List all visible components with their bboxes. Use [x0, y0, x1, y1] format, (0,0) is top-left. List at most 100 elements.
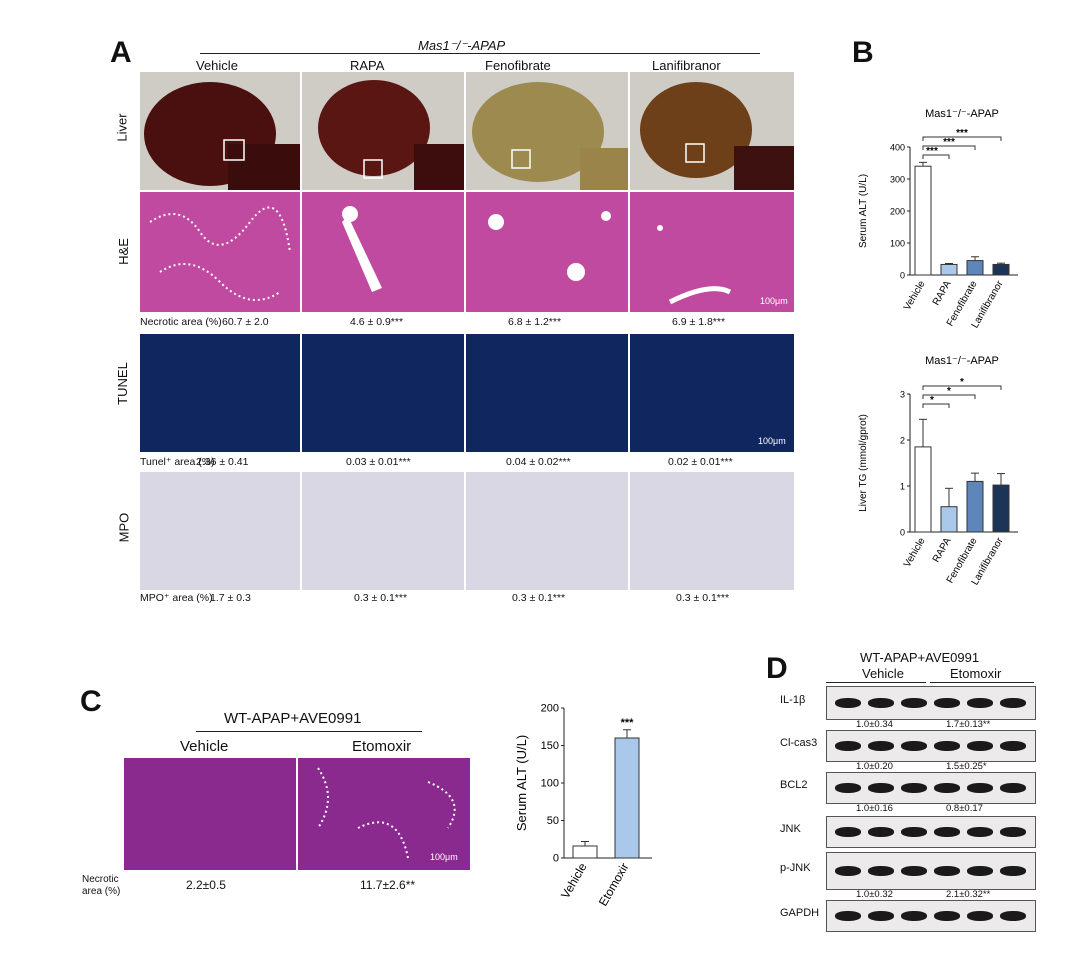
panel-d-letter: D [766, 652, 788, 685]
blot-strip [826, 772, 1036, 804]
blot-band [967, 911, 993, 921]
mpo-value-fenofibrate: 0.3 ± 0.1*** [512, 592, 566, 604]
panel-a-header-line [200, 53, 760, 54]
blot-quantification: 1.0±0.16 [856, 803, 893, 814]
tunel-image-vehicle [140, 334, 300, 452]
y-tick-label: 50 [547, 815, 559, 827]
blot-band [901, 827, 927, 837]
blot-band [1000, 827, 1026, 837]
mpo-image-rapa [302, 472, 464, 590]
y-tick-label: 100 [541, 778, 559, 790]
blot-band [1000, 741, 1026, 751]
blot-band [835, 911, 861, 921]
tunel-value-fenofibrate: 0.04 ± 0.02*** [506, 456, 571, 468]
y-tick-label: 400 [890, 143, 905, 153]
blot-band [934, 827, 960, 837]
y-tick-label: 0 [900, 528, 905, 538]
blot-label: p-JNK [780, 862, 811, 874]
significance-bracket [922, 145, 976, 150]
blot-label: GAPDH [780, 907, 820, 919]
blot-band [901, 866, 927, 876]
x-tick-label: Vehicle [902, 279, 928, 313]
panel-c-column-etomoxir: Etomoxir [352, 738, 412, 755]
bar-lanifibranor [992, 263, 1010, 276]
blot-label: BCL2 [780, 779, 808, 791]
y-axis-label: Liver TG (mmol/gprot) [858, 414, 869, 512]
mpo-value-rapa: 0.3 ± 0.1*** [354, 592, 408, 604]
x-tick-label: Etomoxir [596, 860, 632, 908]
necrotic-area-label: Necrotic area (%) [140, 316, 222, 328]
blot-band [835, 783, 861, 793]
tunel-value-rapa: 0.03 ± 0.01*** [346, 456, 411, 468]
blot-strip [826, 730, 1036, 762]
blot-band [934, 783, 960, 793]
column-label-fenofibrate: Fenofibrate [485, 58, 551, 73]
he-image-c-vehicle [124, 758, 296, 870]
significance-label: *** [926, 146, 938, 157]
necrotic-value-lanifibranor: 6.9 ± 1.8*** [672, 316, 726, 328]
panel-d-divider-vehicle [826, 682, 926, 683]
blot-band [967, 698, 993, 708]
blot-band [868, 698, 894, 708]
bar-vehicle [914, 165, 932, 276]
blot-band [1000, 866, 1026, 876]
bar-rapa [940, 506, 958, 533]
blot-band [1000, 911, 1026, 921]
significance-bracket [922, 403, 950, 408]
significance-label: *** [956, 128, 968, 139]
he-image-lanifibranor: 100μm [630, 192, 794, 312]
blot-quantification: 1.7±0.13** [946, 719, 991, 730]
blot-band [967, 866, 993, 876]
panel-d-divider-etomoxir [930, 682, 1034, 683]
blot-band [934, 911, 960, 921]
significance-label: *** [943, 137, 955, 148]
blot-band [934, 866, 960, 876]
y-tick-label: 200 [890, 207, 905, 217]
blot-band [1000, 783, 1026, 793]
blot-quantification: 1.5±0.25* [946, 761, 987, 772]
mpo-area-label: MPO⁺ area (%) [140, 592, 213, 604]
blot-label: IL-1β [780, 694, 806, 706]
bar-vehicle [914, 446, 932, 533]
row-label-he: H&E [115, 238, 131, 265]
y-tick-label: 200 [541, 703, 559, 715]
blot-band [868, 741, 894, 751]
panel-c-necrotic-label-line1: Necrotic [82, 874, 119, 885]
tunel-image-rapa [302, 334, 464, 452]
panel-c-letter: C [80, 685, 102, 718]
blot-strip [826, 686, 1036, 720]
bar-rapa [940, 263, 958, 276]
y-tick-label: 100 [890, 239, 905, 249]
y-tick-label: 150 [541, 740, 559, 752]
y-tick-label: 3 [900, 390, 905, 400]
chart-serum-alt-c: 0 50 100 150 200 Serum ALT (U/L) Vehicle Etomox… [514, 703, 652, 909]
significance-label: * [930, 395, 934, 406]
blot-quantification: 2.1±0.32** [946, 889, 991, 900]
blot-strip [826, 852, 1036, 890]
significance-label: * [947, 386, 951, 397]
tunel-value-lanifibranor: 0.02 ± 0.01*** [668, 456, 733, 468]
blot-band [1000, 698, 1026, 708]
blot-band [934, 698, 960, 708]
blot-quantification: 1.0±0.20 [856, 761, 893, 772]
blot-strip [826, 816, 1036, 848]
y-tick-label: 2 [900, 436, 905, 446]
panel-c-necrotic-value-vehicle: 2.2±0.5 [186, 878, 226, 892]
blot-quantification: 0.8±0.17 [946, 803, 983, 814]
bar-fenofibrate [966, 480, 984, 533]
panel-c-necrotic-value-etomoxir: 11.7±2.6** [360, 878, 416, 892]
significance-bracket [922, 385, 1002, 390]
liver-image-fenofibrate [466, 72, 628, 190]
blot-band [835, 866, 861, 876]
panel-c-column-vehicle: Vehicle [180, 738, 229, 755]
blot-band [967, 827, 993, 837]
mpo-value-vehicle: 1.7 ± 0.3 [210, 592, 251, 604]
panel-a-header: Mas1⁻/⁻-APAP [418, 38, 506, 53]
x-tick-label: Vehicle [558, 860, 590, 901]
tunel-image-lanifibranor: 100μm [630, 334, 794, 452]
chart-serum-alt-mas1: Mas1⁻/⁻-APAP 0 100 200 300 400 Serum ALT (U/L)… [858, 108, 1018, 330]
significance-bracket [922, 136, 1002, 141]
significance-bracket [922, 394, 976, 399]
tunel-image-fenofibrate [466, 334, 628, 452]
blot-band [868, 866, 894, 876]
